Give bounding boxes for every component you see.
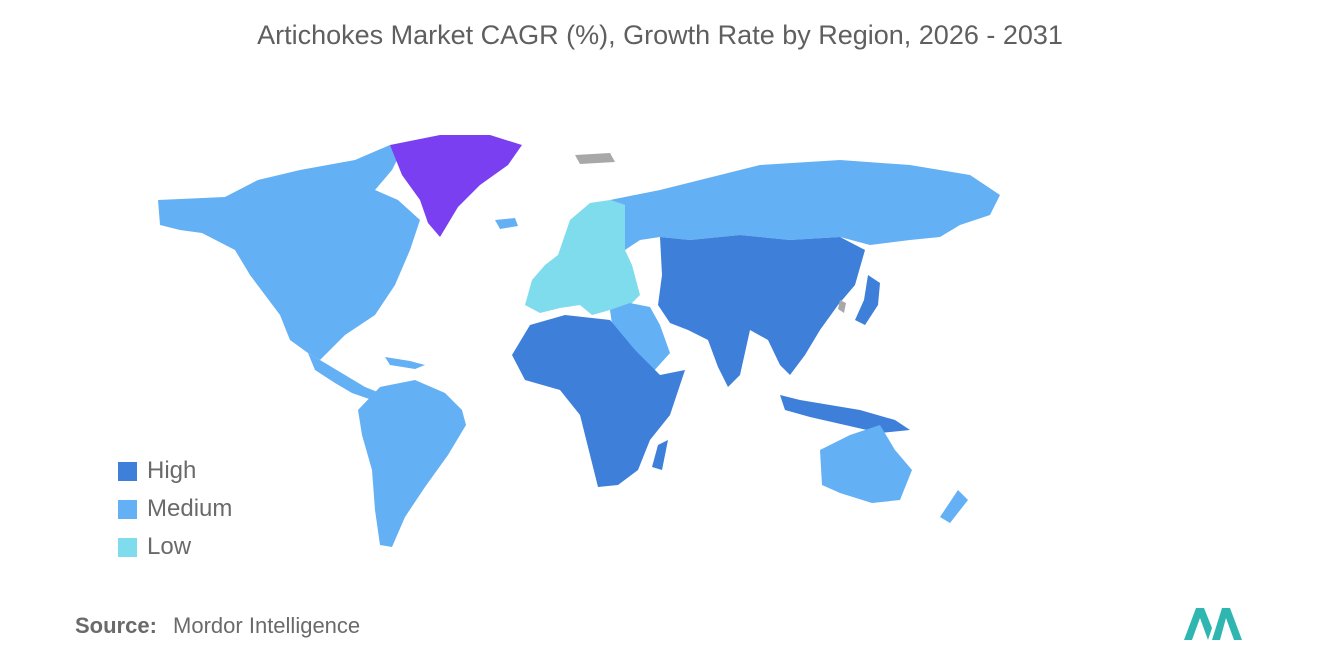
legend-label-high: High [147,457,197,484]
legend-item-medium: Medium [118,490,232,528]
region-greenland [390,135,522,237]
region-korea-nodata [838,300,846,313]
chart-title: Artichokes Market CAGR (%), Growth Rate … [257,20,1063,50]
region-iceland [495,218,518,229]
legend-label-medium: Medium [147,495,233,522]
legend-swatch-low [118,537,137,557]
legend-label-low: Low [147,533,192,560]
source-key: Source: [75,613,157,638]
region-japan [855,275,880,325]
legend-item-low: Low [118,528,232,566]
legend-swatch-medium [118,499,137,519]
region-svalbard [575,153,615,164]
region-asia [658,235,865,387]
legend-swatch-high [118,461,137,481]
legend-item-high: High [118,452,232,490]
region-australia [820,425,912,503]
region-europe [525,200,640,315]
source-line: Source: Mordor Intelligence [75,613,360,639]
region-new-zealand [940,490,968,523]
region-russia [610,160,1000,250]
region-central-america [308,353,380,400]
logo-right-chevron [1212,608,1242,640]
region-madagascar [652,440,668,470]
legend: High Medium Low [118,452,232,566]
region-southeast-asia [780,395,910,433]
region-south-america [358,380,466,547]
source-value: Mordor Intelligence [173,613,361,638]
region-north-america [158,145,420,360]
region-africa [512,315,685,487]
logo-left-chevron [1184,608,1212,640]
region-caribbean [385,357,425,369]
mordor-logo [1184,608,1242,640]
world-map [158,135,1000,547]
